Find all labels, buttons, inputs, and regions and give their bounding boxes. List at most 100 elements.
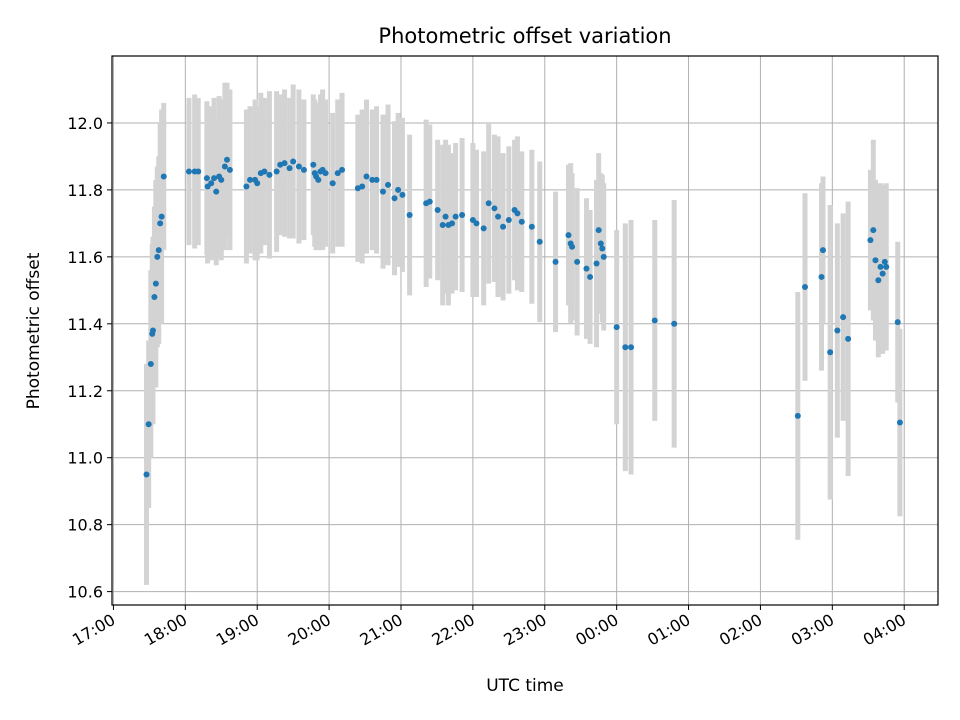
- y-axis-ticks: 10.6 10.8 11.0 11.2 11.4 11.6 11.8 12.0: [67, 114, 112, 602]
- data-point: [157, 220, 164, 227]
- data-point: [473, 220, 480, 227]
- data-point: [840, 314, 847, 321]
- data-point: [211, 175, 218, 182]
- data-point: [480, 225, 487, 232]
- chart-title: Photometric offset variation: [378, 24, 671, 48]
- data-point: [671, 320, 678, 327]
- data-point: [565, 232, 572, 239]
- data-point: [528, 223, 535, 230]
- y-axis-label: Photometric offset: [24, 252, 44, 409]
- data-point: [459, 212, 466, 219]
- data-point: [273, 168, 280, 175]
- data-point: [160, 173, 167, 180]
- data-point: [595, 227, 602, 234]
- data-point: [158, 213, 165, 220]
- data-point: [359, 183, 366, 190]
- data-point: [322, 170, 329, 177]
- data-point: [883, 263, 890, 270]
- data-point: [794, 412, 801, 419]
- data-point: [406, 212, 413, 219]
- data-point: [143, 471, 150, 478]
- data-point: [315, 176, 322, 183]
- data-point: [867, 237, 874, 244]
- data-point: [452, 213, 459, 220]
- data-point: [254, 180, 261, 187]
- data-point: [872, 257, 879, 264]
- data-point: [261, 168, 268, 175]
- data-point: [208, 180, 215, 187]
- data-point: [334, 170, 341, 177]
- data-point: [870, 227, 877, 234]
- y-tick-label: 11.6: [67, 248, 103, 267]
- data-point: [896, 419, 903, 426]
- data-point: [600, 253, 607, 260]
- data-point: [434, 206, 441, 213]
- y-tick-label: 10.8: [67, 516, 103, 535]
- data-point: [224, 156, 231, 163]
- data-point: [286, 165, 293, 172]
- data-point: [426, 198, 433, 205]
- data-point: [491, 205, 498, 212]
- data-point: [505, 217, 512, 224]
- data-point: [380, 188, 387, 195]
- y-tick-label: 11.4: [67, 315, 103, 334]
- data-point: [290, 158, 297, 165]
- data-point: [628, 344, 635, 351]
- data-point: [500, 223, 507, 230]
- plot-frame: [111, 55, 939, 606]
- data-point: [266, 171, 273, 178]
- data-point: [185, 168, 192, 175]
- data-point: [449, 220, 456, 227]
- data-point: [536, 238, 543, 245]
- data-point: [593, 260, 600, 267]
- data-point: [339, 166, 346, 173]
- data-point: [221, 163, 228, 170]
- data-point: [399, 191, 406, 198]
- data-point: [310, 161, 317, 168]
- data-point: [145, 421, 152, 428]
- data-point: [152, 280, 159, 287]
- data-point: [495, 213, 502, 220]
- x-axis-label: UTC time: [486, 676, 564, 696]
- data-point: [295, 163, 302, 170]
- data-point: [599, 245, 606, 252]
- data-point: [597, 240, 604, 247]
- data-point: [485, 200, 492, 207]
- data-point: [827, 349, 834, 356]
- data-point: [613, 324, 620, 331]
- y-tick-label: 10.6: [67, 583, 103, 602]
- data-point: [226, 166, 233, 173]
- y-tick-label: 11.8: [67, 181, 103, 200]
- data-point: [218, 176, 225, 183]
- data-point: [243, 183, 250, 190]
- data-point: [518, 218, 525, 225]
- data-point: [881, 258, 888, 265]
- data-point: [622, 344, 629, 351]
- data-point: [147, 360, 154, 367]
- data-point: [894, 319, 901, 326]
- y-tick-label: 11.0: [67, 449, 103, 468]
- data-point: [552, 258, 559, 265]
- data-point: [300, 166, 307, 173]
- data-point: [391, 195, 398, 202]
- data-point: [845, 335, 852, 342]
- data-point: [154, 253, 161, 260]
- data-point: [213, 188, 220, 195]
- data-point: [155, 247, 162, 254]
- data-point: [385, 181, 392, 188]
- data-point: [281, 160, 288, 167]
- data-point: [818, 273, 825, 280]
- data-point: [514, 210, 521, 217]
- data-point: [834, 327, 841, 334]
- y-tick-label: 12.0: [67, 114, 103, 133]
- data-point: [395, 186, 402, 193]
- data-point: [195, 168, 202, 175]
- data-point: [879, 270, 886, 277]
- data-point: [151, 294, 158, 301]
- data-point: [373, 176, 380, 183]
- data-point: [369, 176, 376, 183]
- data-point: [819, 247, 826, 254]
- data-points: [143, 156, 903, 478]
